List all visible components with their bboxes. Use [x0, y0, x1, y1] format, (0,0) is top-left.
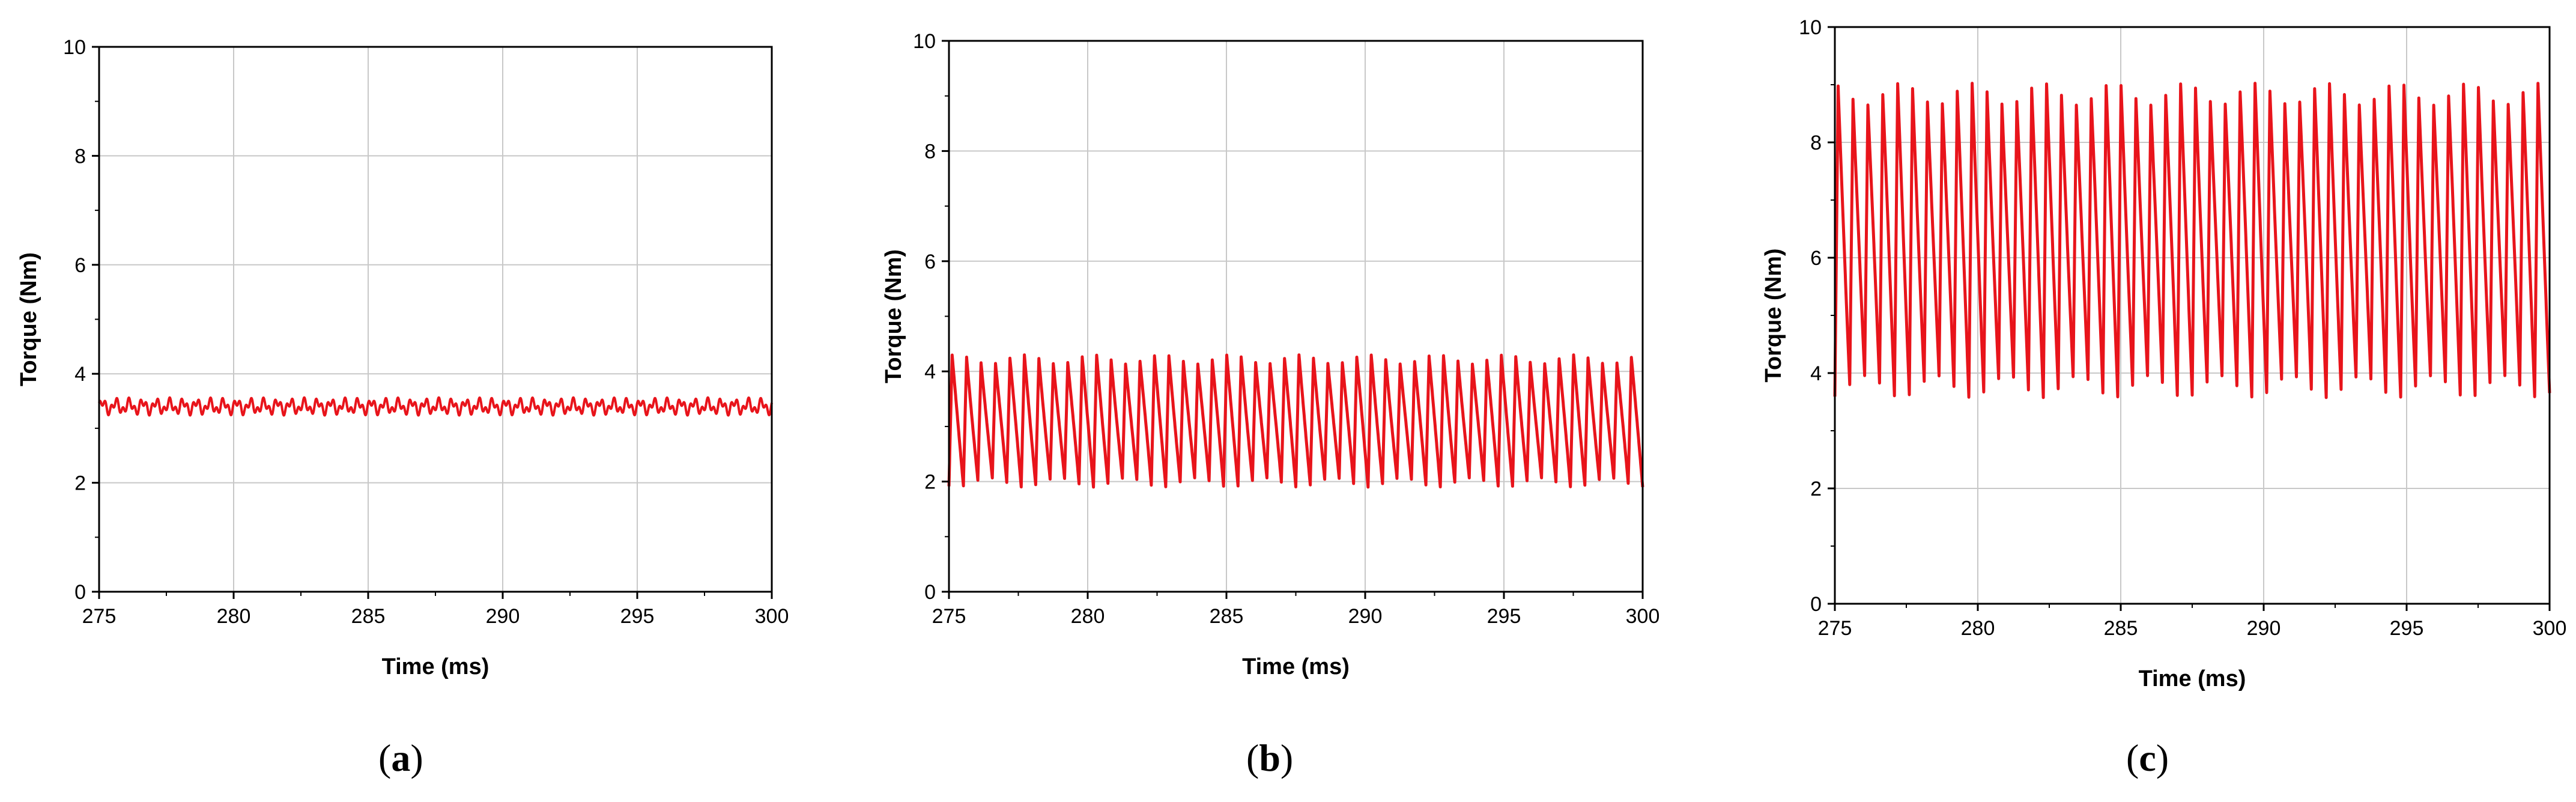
- y-tick-label: 8: [74, 145, 86, 168]
- caption-a: (a): [378, 737, 423, 779]
- caption-a-letter: a: [391, 737, 411, 779]
- y-tick-label: 2: [924, 471, 936, 494]
- x-tick-label: 300: [755, 605, 789, 628]
- x-tick-label: 280: [1961, 617, 1995, 640]
- x-tick-label: 295: [2390, 617, 2424, 640]
- y-axis-title: Torque (Nm): [881, 249, 906, 383]
- x-axis-title: Time (ms): [382, 654, 489, 679]
- caption-b-letter: b: [1259, 737, 1280, 779]
- y-tick-label: 2: [1810, 478, 1822, 500]
- caption-c-letter: c: [2139, 737, 2156, 779]
- x-tick-label: 285: [1210, 605, 1244, 628]
- x-tick-label: 285: [2104, 617, 2138, 640]
- y-tick-label: 4: [74, 363, 86, 386]
- x-tick-label: 280: [1071, 605, 1105, 628]
- y-tick-label: 4: [924, 360, 936, 383]
- chart-panel-a: 275 280 285 290 295 300 0 2 4 6 8 10 Time (ms) Torque…: [16, 36, 789, 679]
- x-tick-label: 290: [486, 605, 520, 628]
- y-tick-label: 6: [1810, 247, 1822, 270]
- y-tick-label: 6: [74, 254, 86, 277]
- x-tick-label: 275: [82, 605, 117, 628]
- x-tick-label: 275: [1818, 617, 1852, 640]
- y-tick-label: 10: [63, 36, 86, 59]
- x-tick-label: 280: [217, 605, 251, 628]
- plot-frame: [98, 46, 773, 593]
- x-tick-label: 300: [1626, 605, 1660, 628]
- y-tick-label: 10: [913, 30, 936, 53]
- x-tick-label: 295: [620, 605, 655, 628]
- y-axis-title: Torque (Nm): [16, 252, 41, 386]
- y-tick-label: 8: [1810, 132, 1822, 154]
- caption-b: (b): [1246, 737, 1294, 779]
- x-axis-title: Time (ms): [1242, 654, 1350, 679]
- y-tick-label: 0: [74, 581, 86, 604]
- torque-series-line: [1833, 82, 2551, 399]
- y-tick-label: 0: [924, 581, 936, 604]
- caption-c: (c): [2126, 737, 2169, 779]
- x-tick-label: 275: [932, 605, 966, 628]
- torque-series-line: [947, 353, 1644, 489]
- y-tick-label: 2: [74, 472, 86, 495]
- plot-frame: [948, 40, 1644, 593]
- chart-panel-c: 275 280 285 290 295 300 0 2 4 6 8 10 Time (ms) Torque…: [1761, 16, 2566, 691]
- y-tick-label: 10: [1799, 16, 1822, 39]
- y-tick-label: 4: [1810, 362, 1822, 385]
- x-tick-label: 290: [1348, 605, 1383, 628]
- x-tick-label: 300: [2533, 617, 2567, 640]
- y-axis-title: Torque (Nm): [1761, 248, 1786, 382]
- y-tick-label: 8: [924, 140, 936, 163]
- chart-panel-b: 275 280 285 290 295 300 0 2 4 6 8 10 Time (ms) Torque…: [881, 30, 1659, 679]
- x-axis-title: Time (ms): [2139, 666, 2246, 691]
- x-tick-label: 290: [2247, 617, 2281, 640]
- x-tick-label: 295: [1487, 605, 1521, 628]
- y-tick-label: 0: [1810, 593, 1822, 616]
- x-tick-label: 285: [351, 605, 386, 628]
- torque-series-line: [98, 396, 773, 417]
- y-tick-label: 6: [924, 251, 936, 273]
